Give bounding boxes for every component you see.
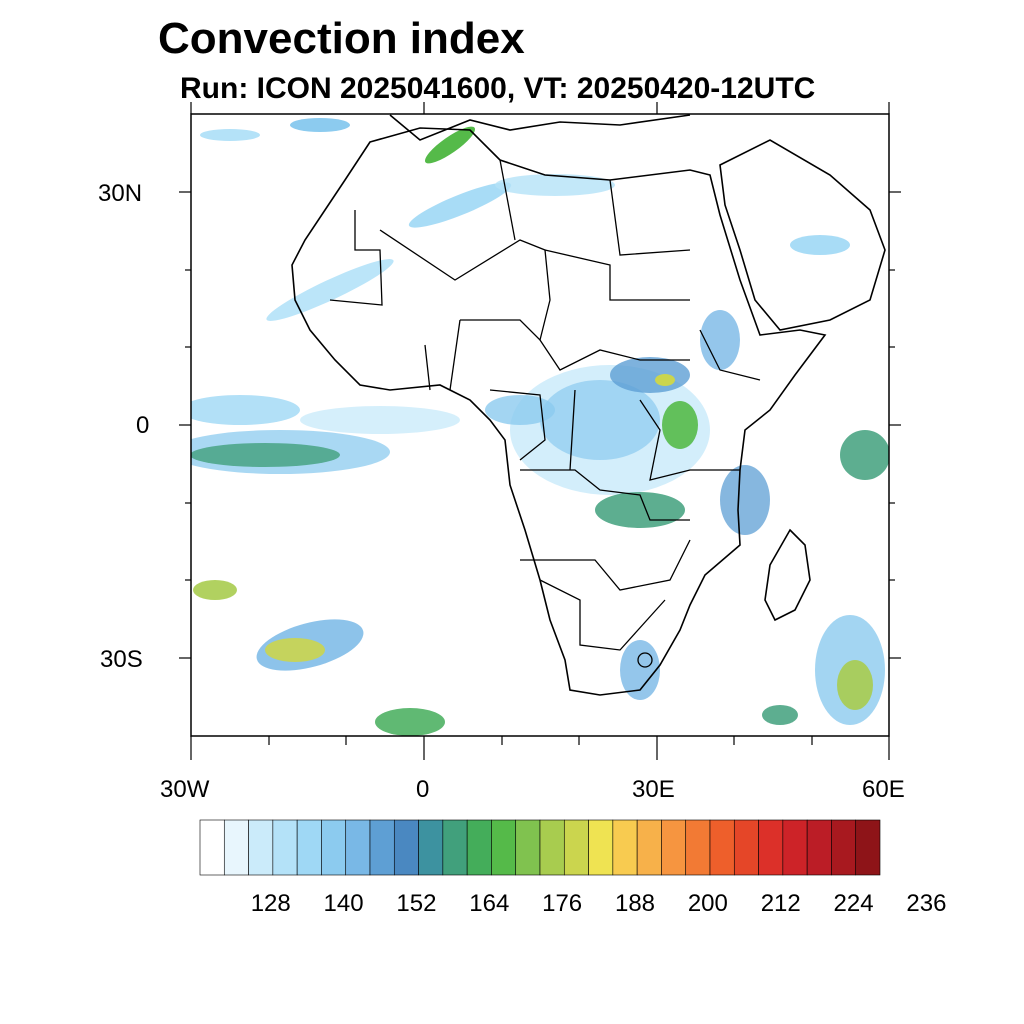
convection-blob bbox=[720, 465, 770, 535]
convection-blob bbox=[655, 374, 675, 386]
colorbar-swatch bbox=[733, 819, 759, 876]
colorbar-swatch bbox=[612, 819, 638, 876]
convection-blob bbox=[191, 443, 340, 467]
convection-blob bbox=[290, 118, 350, 132]
convection-blob bbox=[540, 380, 660, 460]
colorbar-swatch bbox=[369, 819, 395, 876]
colorbar-swatch bbox=[588, 819, 614, 876]
convection-blob bbox=[840, 430, 889, 480]
convection-blob bbox=[191, 395, 300, 425]
colorbar-tick-label: 140 bbox=[324, 890, 364, 917]
colorbar-tick-label: 128 bbox=[251, 890, 291, 917]
map-subtitle: Run: ICON 2025041600, VT: 20250420-12UTC bbox=[180, 72, 816, 105]
colorbar-tick-label: 212 bbox=[761, 890, 801, 917]
lon-label-30w: 30W bbox=[160, 776, 210, 803]
lat-label-equator: 0 bbox=[136, 412, 150, 439]
lon-label-30e: 30E bbox=[632, 776, 675, 803]
colorbar-tick-label: 236 bbox=[906, 890, 946, 917]
colorbar-swatch bbox=[661, 819, 687, 876]
colorbar-swatch bbox=[466, 819, 492, 876]
colorbar-tick-label: 176 bbox=[542, 890, 582, 917]
colorbar-swatch bbox=[393, 819, 419, 876]
colorbar-tick-label: 164 bbox=[469, 890, 509, 917]
axis-ticks bbox=[179, 102, 901, 760]
colorbar-swatch bbox=[345, 819, 371, 876]
lon-label-60e: 60E bbox=[862, 776, 905, 803]
colorbar-tick-label: 188 bbox=[615, 890, 655, 917]
convection-blob bbox=[595, 492, 685, 528]
colorbar-swatch bbox=[539, 819, 565, 876]
convection-blob bbox=[700, 310, 740, 370]
convection-blob bbox=[266, 259, 394, 321]
lat-label-30n: 30N bbox=[98, 180, 143, 207]
colorbar-swatch bbox=[709, 819, 735, 876]
convection-blob bbox=[200, 129, 260, 141]
arabia-coastline bbox=[719, 139, 886, 331]
colorbar-swatch bbox=[685, 819, 711, 876]
convection-blob bbox=[837, 660, 873, 710]
convection-blob bbox=[265, 638, 325, 662]
convection-blob bbox=[375, 708, 445, 736]
colorbar-swatch bbox=[199, 819, 225, 876]
europe-coastline bbox=[389, 114, 691, 141]
colorbar-swatch bbox=[272, 819, 298, 876]
map-title: Convection index bbox=[158, 14, 525, 63]
colorbar-swatch bbox=[782, 819, 808, 876]
colorbar-swatch bbox=[758, 819, 784, 876]
africa-coastline bbox=[291, 127, 827, 696]
convection-blob bbox=[790, 235, 850, 255]
colorbar-swatch bbox=[636, 819, 662, 876]
convection-blob bbox=[300, 406, 460, 434]
lat-label-30s: 30S bbox=[100, 646, 143, 673]
convection-blob bbox=[762, 705, 798, 725]
madagascar-coastline bbox=[764, 528, 811, 622]
convection-field bbox=[191, 118, 889, 736]
convection-blob bbox=[495, 174, 615, 196]
convection-blob bbox=[425, 126, 475, 164]
colorbar-swatch bbox=[563, 819, 589, 876]
colorbar bbox=[199, 819, 881, 876]
colorbar-swatch bbox=[491, 819, 517, 876]
colorbar-swatch bbox=[515, 819, 541, 876]
convection-blob bbox=[408, 182, 512, 228]
colorbar-tick-label: 224 bbox=[834, 890, 874, 917]
colorbar-swatch bbox=[855, 819, 881, 876]
colorbar-swatch bbox=[296, 819, 322, 876]
convection-blob bbox=[662, 401, 698, 449]
convection-blob bbox=[193, 580, 237, 600]
colorbar-tick-label: 152 bbox=[396, 890, 436, 917]
lon-label-0: 0 bbox=[416, 776, 430, 803]
convection-blob bbox=[485, 395, 555, 425]
convection-blob bbox=[610, 357, 690, 393]
country-borders bbox=[329, 159, 761, 668]
colorbar-swatch bbox=[806, 819, 832, 876]
colorbar-swatch bbox=[418, 819, 444, 876]
colorbar-swatch bbox=[831, 819, 857, 876]
colorbar-swatch bbox=[248, 819, 274, 876]
colorbar-swatch bbox=[442, 819, 468, 876]
colorbar-swatch bbox=[223, 819, 249, 876]
colorbar-labels: 128 140 152 164 176 188 200 212 224 236 bbox=[251, 890, 947, 917]
colorbar-swatch bbox=[321, 819, 347, 876]
colorbar-tick-label: 200 bbox=[688, 890, 728, 917]
coastlines bbox=[291, 114, 886, 696]
